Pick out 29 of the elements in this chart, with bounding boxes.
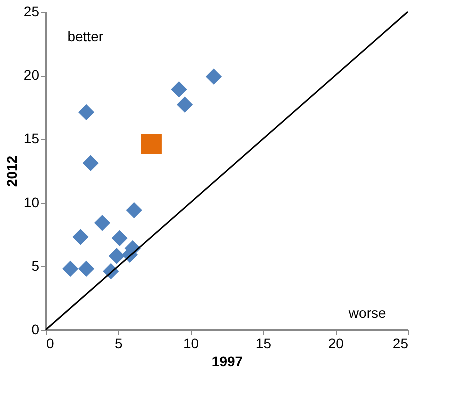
annotation: better	[68, 28, 104, 44]
x-tick-label: 5	[115, 336, 123, 352]
x-tick-label: 15	[256, 336, 272, 352]
point	[176, 96, 194, 113]
annotation: worse	[348, 305, 386, 322]
point	[112, 230, 128, 246]
y-tick-label: 20	[24, 67, 40, 84]
point	[94, 215, 111, 232]
point	[82, 155, 99, 172]
x-tick-label: 20	[328, 336, 344, 352]
point	[78, 104, 95, 121]
y-tick-label: 5	[32, 258, 40, 274]
y-tick-label: 0	[32, 322, 40, 338]
point	[108, 248, 126, 264]
x-tick-label: 0	[46, 336, 54, 352]
point	[171, 82, 188, 98]
point	[126, 202, 142, 218]
point	[72, 229, 89, 246]
point	[206, 68, 222, 85]
x-axis-title: 1997	[212, 354, 244, 370]
y-axis-title: 2012	[4, 156, 20, 188]
point	[78, 260, 95, 278]
x-tick-label: 25	[392, 336, 409, 352]
y-tick-label: 25	[24, 4, 40, 20]
x-tick-label: 10	[184, 336, 200, 352]
point	[62, 260, 79, 278]
y-tick-label: 10	[24, 194, 40, 210]
point	[141, 134, 162, 155]
y-tick-label: 15	[24, 130, 40, 147]
